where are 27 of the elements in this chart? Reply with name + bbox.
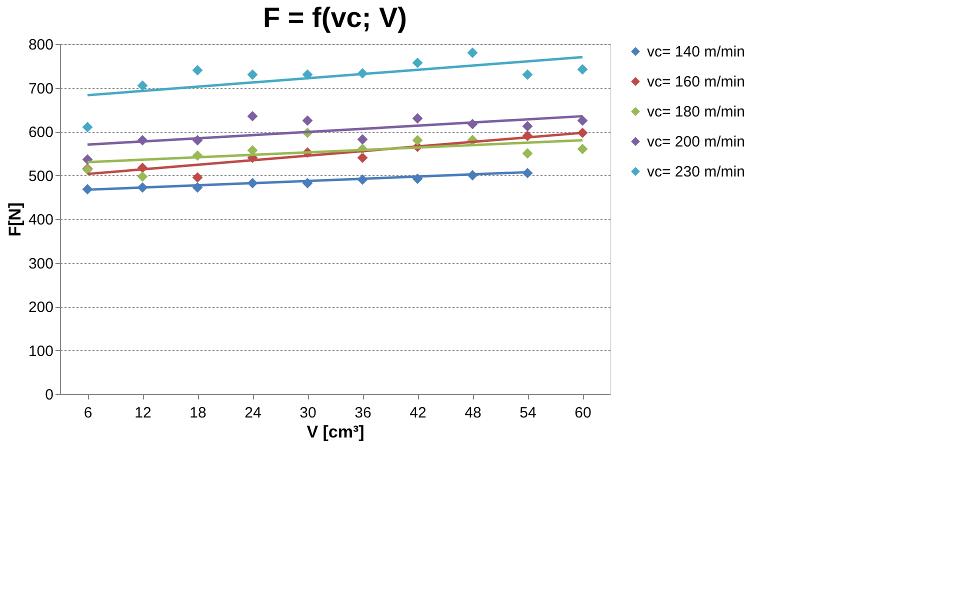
y-tick-label: 400 [28, 212, 54, 228]
legend-label: vc= 160 m/min [647, 74, 745, 90]
y-axis-title: F[N] [5, 202, 24, 236]
y-tick-label: 200 [28, 299, 54, 316]
x-tick-label: 30 [300, 404, 316, 422]
chart-title: F = f(vc; V) [263, 2, 407, 33]
x-tick-label: 6 [84, 404, 92, 422]
x-tick-label: 42 [410, 404, 426, 422]
x-tick-label: 36 [354, 404, 372, 422]
y-tick-label: 500 [28, 168, 54, 185]
x-tick-label: 24 [244, 404, 262, 422]
x-tick-label: 12 [134, 404, 152, 422]
x-tick-label: 18 [190, 404, 206, 422]
y-tick-label: 600 [28, 124, 54, 141]
legend-label: vc= 230 m/min [647, 164, 745, 180]
x-tick-label: 48 [464, 404, 482, 422]
y-tick-label: 300 [28, 255, 54, 272]
y-tick-label: 700 [28, 80, 54, 98]
legend-label: vc= 180 m/min [647, 104, 745, 120]
x-tick-label: 54 [520, 404, 536, 422]
x-axis-title: V [cm³] [306, 422, 364, 442]
y-tick-label: 100 [28, 342, 54, 360]
y-tick-label: 0 [45, 386, 54, 404]
legend-label: vc= 200 m/min [647, 134, 745, 150]
y-tick-label: 800 [28, 36, 54, 54]
x-tick-label: 60 [574, 404, 592, 422]
legend-label: vc= 140 m/min [647, 44, 745, 60]
